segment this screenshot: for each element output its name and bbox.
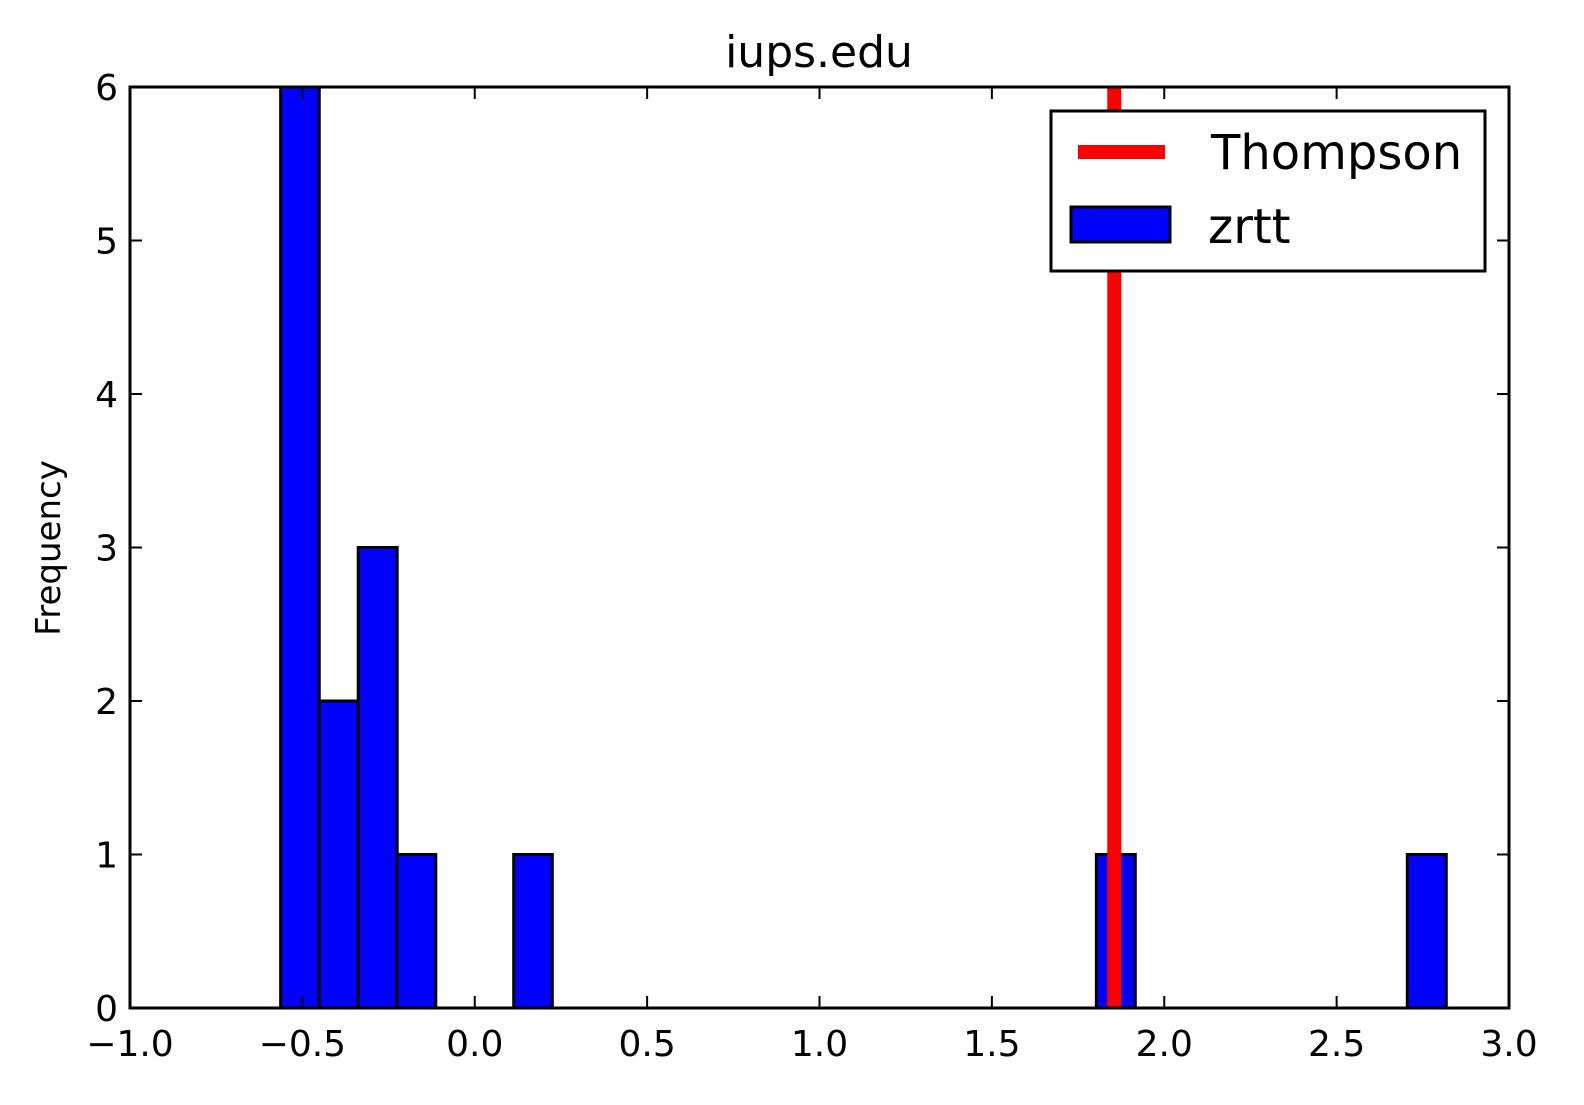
x-tick-label-5: 1.5 [963, 1024, 1020, 1065]
plot-area: −1.0 −0.5 0.0 0.5 1.0 1.5 2.0 2.5 3.0 0 1 2 3 4 5 6 Thom… [86, 68, 1537, 1065]
y-tick-label-3: 3 [95, 529, 118, 570]
legend-zrtt-label: zrtt [1208, 199, 1291, 255]
y-axis-label: Frequency [29, 460, 69, 636]
x-tick-label-3: 0.5 [618, 1024, 675, 1065]
legend-zrtt-swatch [1069, 205, 1172, 244]
y-tick-label-5: 5 [95, 222, 118, 263]
x-tick-label-1: −0.5 [259, 1024, 346, 1065]
histogram-bar-2 [356, 546, 399, 1010]
histogram-bar-6 [1405, 853, 1448, 1010]
y-tick-label-4: 4 [95, 375, 118, 416]
chart-title: iups.edu [725, 27, 913, 78]
y-tick-label-2: 2 [95, 682, 118, 723]
y-tick-label-1: 1 [95, 836, 118, 877]
x-tick-label-6: 2.0 [1136, 1024, 1193, 1065]
histogram-bar-4 [512, 853, 554, 1010]
x-tick-label-7: 2.5 [1308, 1024, 1365, 1065]
x-tick-label-0: −1.0 [86, 1024, 173, 1065]
x-tick-label-4: 1.0 [791, 1024, 848, 1065]
x-tick-label-8: 3.0 [1480, 1024, 1537, 1065]
histogram-bar-0 [279, 85, 321, 1010]
x-tick-label-2: 0.0 [446, 1024, 503, 1065]
histogram-bar-3 [395, 853, 438, 1010]
legend-box [1049, 109, 1487, 273]
y-tick-label-6: 6 [95, 68, 118, 109]
histogram-bar-1 [317, 699, 360, 1010]
legend-thompson-label: Thompson [1210, 125, 1462, 181]
y-tick-label-0: 0 [95, 989, 118, 1030]
